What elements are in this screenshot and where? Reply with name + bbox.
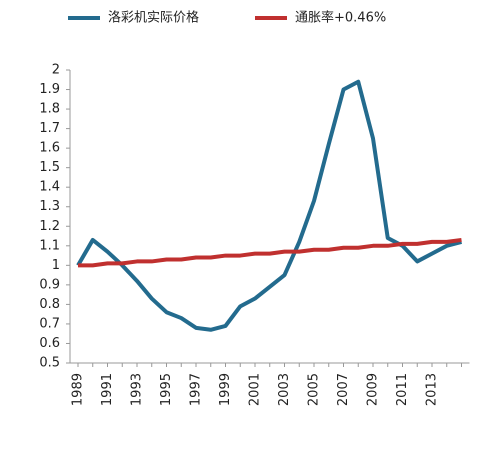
x-tick-label: 2003 [277, 373, 292, 406]
x-tick-label: 2013 [425, 373, 440, 406]
y-tick-label: 1 [52, 258, 60, 273]
x-tick-label: 1989 [71, 373, 86, 406]
x-tick-label: 1999 [218, 373, 233, 406]
y-tick-label: 1.3 [39, 199, 60, 214]
y-tick-label: 1.8 [39, 102, 60, 117]
y-tick-label: 1.5 [39, 160, 60, 175]
y-tick-label: 2 [52, 63, 60, 78]
legend-label: 通胀率+0.46% [295, 10, 386, 26]
x-tick-label: 2007 [336, 373, 351, 406]
y-tick-label: 1.1 [39, 238, 60, 253]
x-tick-label: 1995 [159, 373, 174, 406]
legend-label: 洛彩机实际价格 [108, 10, 199, 26]
y-tick-label: 1.9 [39, 82, 60, 97]
x-tick-label: 2011 [395, 373, 410, 406]
y-tick-label: 1.4 [39, 180, 60, 195]
y-tick-label: 0.9 [39, 277, 60, 292]
y-tick-label: 0.5 [39, 356, 60, 371]
x-tick-label: 2005 [307, 373, 322, 406]
x-tick-label: 1997 [189, 373, 204, 406]
y-tick-label: 1.6 [39, 141, 60, 156]
y-tick-label: 0.6 [39, 336, 60, 351]
y-tick-label: 0.7 [39, 316, 60, 331]
x-tick-label: 2001 [248, 373, 263, 406]
y-tick-label: 0.8 [39, 297, 60, 312]
y-tick-label: 1.2 [39, 219, 60, 234]
x-tick-label: 2009 [366, 373, 381, 406]
x-tick-label: 1993 [130, 373, 145, 406]
x-tick-label: 1991 [100, 373, 115, 406]
series-line [78, 237, 462, 268]
y-tick-label: 1.7 [39, 121, 60, 136]
